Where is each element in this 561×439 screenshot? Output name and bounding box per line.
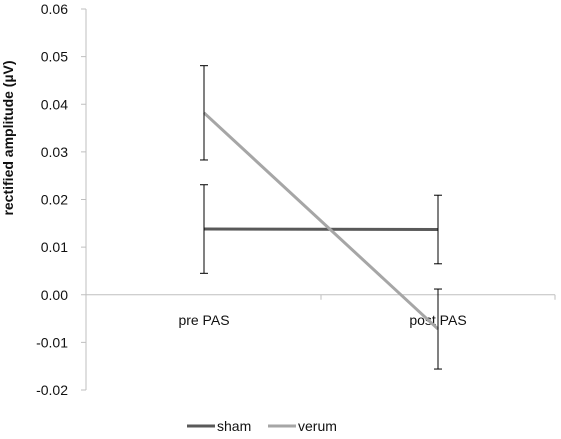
x-category-label: pre PAS <box>178 312 229 328</box>
y-axis-label: rectified amplitude (µV) <box>0 60 16 215</box>
y-tick-label: 0.06 <box>41 1 68 17</box>
y-tick-label: 0.00 <box>41 287 68 303</box>
y-tick-label: 0.03 <box>41 144 68 160</box>
legend-label-sham: sham <box>217 418 251 434</box>
legend-label-verum: verum <box>298 418 337 434</box>
y-tick-label: 0.04 <box>41 96 68 112</box>
y-tick-label: 0.05 <box>41 49 68 65</box>
y-tick-label: 0.01 <box>41 239 68 255</box>
y-tick-label: 0.02 <box>41 192 68 208</box>
y-tick-label: -0.01 <box>36 334 68 350</box>
y-tick-label: -0.02 <box>36 382 68 398</box>
